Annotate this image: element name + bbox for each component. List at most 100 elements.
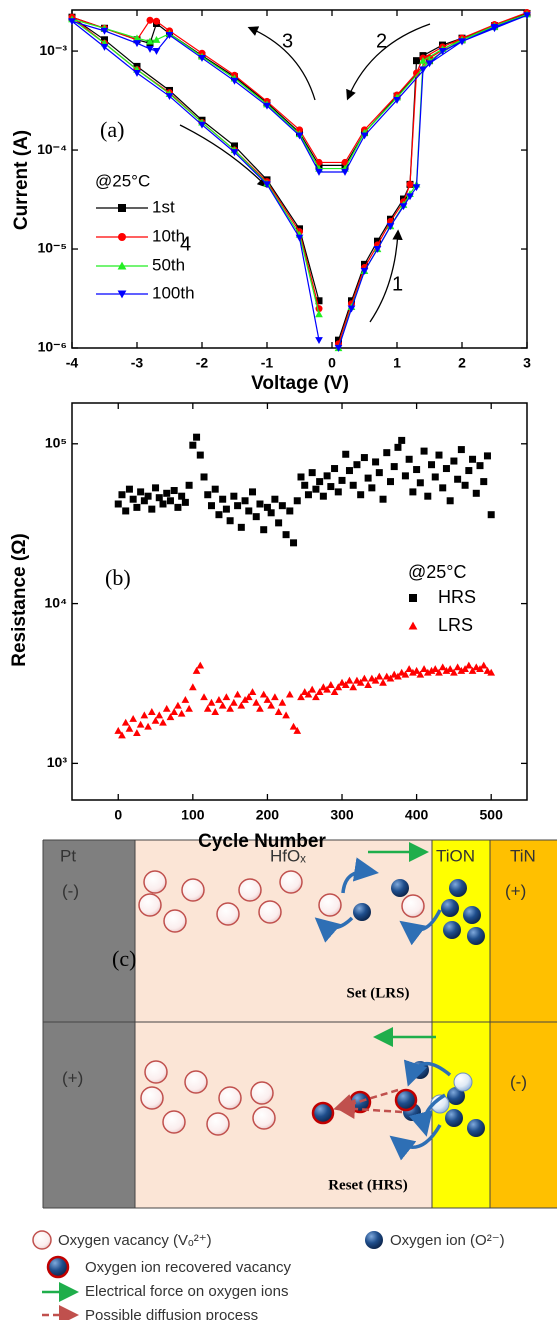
device-diagram: Pt HfOₓ TiON TiN (-) (+) (c) Set (LRS) (… [42, 839, 557, 1209]
polarity: (+) [505, 881, 526, 900]
marker [271, 693, 279, 701]
marker [278, 698, 287, 706]
layer-label: TiN [510, 846, 536, 865]
marker [155, 711, 164, 719]
marker [114, 726, 123, 734]
marker [423, 668, 432, 676]
marker [413, 57, 420, 65]
arrow [341, 857, 379, 894]
marker [192, 666, 201, 674]
x-axis-label: Cycle Number [198, 831, 326, 852]
marker [413, 466, 421, 474]
vacancy [143, 870, 167, 894]
marker [114, 500, 122, 508]
marker [487, 668, 496, 676]
marker [177, 709, 186, 717]
marker [163, 489, 171, 497]
oxygen-ion [353, 903, 371, 921]
marker [457, 666, 466, 674]
y-axis-label: Resistance (Ω) [9, 533, 30, 667]
marker [185, 704, 193, 712]
marker [368, 484, 376, 492]
marker [129, 714, 138, 722]
marker [465, 467, 473, 475]
marker [118, 491, 126, 499]
legend-text: Electrical force on oxygen ions [85, 1283, 288, 1300]
marker [165, 32, 174, 39]
marker [523, 12, 531, 20]
oxygen-ion [391, 879, 409, 897]
marker [244, 693, 253, 701]
x-tick-label: -4 [66, 355, 79, 371]
marker [226, 517, 234, 525]
y-tick-label: 10⁵ [45, 434, 67, 450]
arrow [403, 1059, 452, 1087]
recovered-icon [46, 1255, 70, 1279]
marker [282, 531, 290, 539]
marker [308, 469, 316, 477]
marker [420, 665, 428, 673]
marker [461, 665, 469, 673]
marker [330, 688, 339, 696]
layer-borders [42, 839, 557, 1209]
marker [204, 491, 212, 499]
y-tick-label: 10⁻⁵ [37, 240, 67, 256]
marker [315, 158, 323, 166]
marker [286, 507, 294, 515]
marker [416, 670, 425, 678]
marker [237, 701, 246, 709]
marker [230, 149, 239, 157]
marker [170, 708, 179, 715]
annotation: (a) [100, 117, 124, 142]
marker [263, 503, 271, 511]
marker [144, 492, 152, 500]
marker [100, 43, 109, 51]
marker [331, 465, 339, 473]
marker [285, 690, 294, 698]
oxygen-ion [467, 927, 485, 945]
marker [241, 695, 249, 703]
layer-label: HfOₓ [270, 846, 306, 865]
marker [185, 481, 193, 489]
marker [319, 492, 327, 500]
annotation: 1 [392, 273, 403, 295]
marker [315, 688, 324, 696]
marker [230, 492, 238, 500]
oxygen-ion [467, 1119, 485, 1137]
annotation: 3 [282, 30, 293, 52]
marker [152, 47, 161, 55]
marker [200, 473, 208, 481]
x-tick-label: 1 [393, 355, 401, 371]
annotation: 4 [180, 233, 191, 255]
marker [435, 668, 443, 676]
marker [375, 469, 383, 477]
marker [316, 478, 324, 486]
marker [300, 688, 309, 696]
marker [68, 18, 76, 26]
marker [387, 478, 394, 486]
x-tick-label: 0 [328, 355, 336, 371]
marker [431, 665, 440, 673]
vacancy [184, 1070, 208, 1094]
marker [450, 668, 458, 676]
marker [461, 481, 469, 489]
marker [442, 465, 450, 473]
marker [230, 77, 239, 85]
marker [147, 708, 156, 715]
arrow [389, 1124, 442, 1161]
marker [188, 683, 197, 691]
marker [341, 168, 349, 176]
marker [382, 672, 391, 680]
marker [406, 193, 414, 201]
marker [315, 337, 323, 345]
marker [237, 523, 245, 531]
marker [293, 497, 301, 505]
marker [133, 40, 141, 48]
recovered-vacancy [394, 1088, 418, 1112]
arrow [369, 229, 403, 323]
marker [165, 93, 174, 101]
marker [137, 488, 145, 496]
marker [146, 45, 154, 53]
marker [364, 474, 372, 482]
process-label: Reset (HRS) [328, 1177, 408, 1193]
